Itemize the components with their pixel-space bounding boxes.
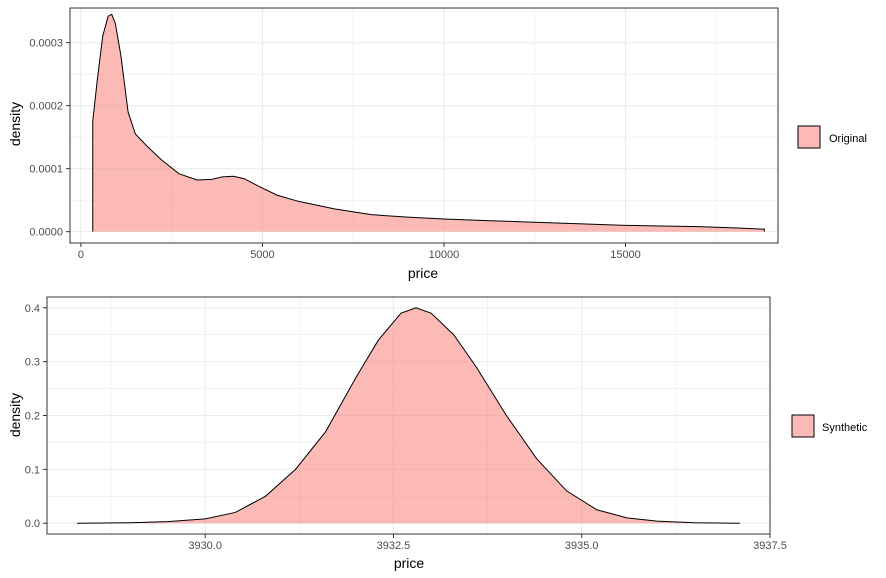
density-curve-synthetic — [77, 307, 740, 524]
x-tick-label: 10000 — [429, 249, 460, 261]
y-tick-label: 0.3 — [25, 357, 40, 369]
y-tick-label: 0.1 — [25, 464, 40, 476]
x-tick-label: 3930.0 — [188, 540, 222, 552]
y-tick-label: 0.0003 — [29, 38, 63, 50]
original-density-svg: 0 5000 10000 150000.00000.00010.00020.0003 … — [7, 7, 867, 281]
x-tick-label: 3935.0 — [565, 540, 599, 552]
legend: Original — [797, 125, 867, 149]
y-tick-label: 0.2 — [25, 411, 40, 423]
x-tick-label: 5000 — [250, 249, 274, 261]
panel-border — [69, 7, 779, 244]
y-tick-label: 0.0 — [25, 518, 40, 530]
synthetic-density-svg: 3930.0 3932.5 3935.0 3937.50.00.10.20.30.4 … — [7, 296, 868, 571]
density-area-original — [92, 14, 765, 232]
legend-key-synthetic — [791, 414, 815, 438]
legend-label-original: Original — [829, 133, 867, 145]
y-tick-label: 0.0000 — [29, 227, 63, 239]
x-axis-title: price — [394, 555, 425, 571]
y-axis-title: density — [7, 102, 23, 146]
x-tick-label: 15000 — [610, 249, 641, 261]
density-curve-original — [92, 13, 765, 232]
x-tick-label: 0 — [78, 249, 84, 261]
legend: Synthetic — [791, 414, 868, 438]
density-area-synthetic — [77, 307, 740, 524]
original-density-plot: 0 5000 10000 15000 0.0000 0.0001 0.0002 0.0003 … — [7, 7, 867, 281]
x-tick-label: 3937.5 — [753, 540, 787, 552]
y-tick-label: 0.0002 — [29, 101, 63, 113]
y-tick-label: 0.0001 — [29, 164, 63, 176]
legend-label-synthetic: Synthetic — [822, 422, 868, 434]
y-tick-label: 0.4 — [25, 303, 40, 315]
x-axis-title: price — [408, 265, 439, 281]
x-tick-label: 3932.5 — [377, 540, 411, 552]
legend-key-original — [797, 125, 821, 149]
y-axis-title: density — [7, 393, 23, 437]
synthetic-density-plot: 3930.0 3932.5 3935.0 3937.5 0.0 0.1 0.2 0.3 0.4 … — [0, 289, 886, 578]
